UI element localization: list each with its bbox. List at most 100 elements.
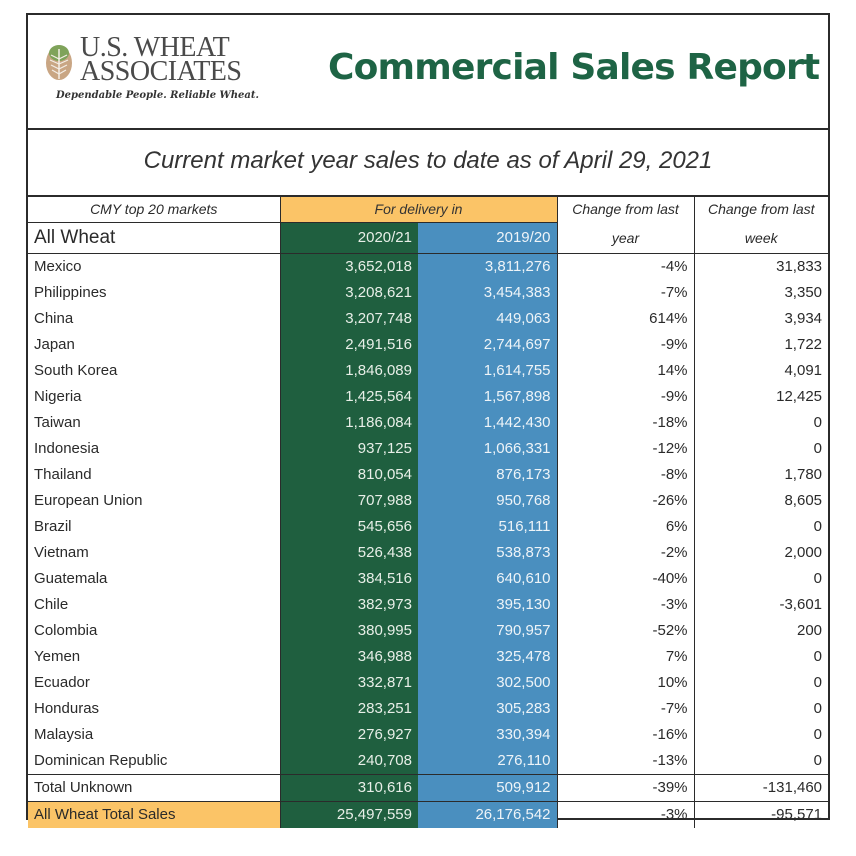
current-year-value: 380,995 — [279, 618, 418, 644]
year-current-header: 2020/21 — [279, 222, 418, 254]
change-week-value: 0 — [693, 436, 829, 462]
market-name: Guatemala — [34, 570, 108, 587]
current-year-value: 346,988 — [279, 644, 418, 670]
change-week-value: 0 — [693, 696, 829, 722]
us-wheat-logo: U.S. WHEAT ASSOCIATES Dependable People.… — [42, 34, 282, 115]
prior-year-value: 276,110 — [418, 748, 558, 775]
current-year-value: 1,846,089 — [279, 358, 418, 384]
change-week-value: 31,833 — [693, 253, 829, 280]
change-week-value: 0 — [693, 748, 829, 775]
change-week-header-line2: week — [693, 222, 829, 254]
market-name: South Korea — [34, 362, 118, 379]
table-row: Nigeria 1,425,564 1,567,898 -9% 12,425 — [28, 384, 829, 410]
change-year-value: -40% — [556, 566, 695, 592]
prior-year-value: 876,173 — [418, 462, 558, 488]
change-year-value: -39% — [556, 774, 695, 802]
table-row: Honduras 283,251 305,283 -7% 0 — [28, 696, 829, 722]
change-year-value: -52% — [556, 618, 695, 644]
change-week-value: 1,722 — [693, 332, 829, 358]
market-name: Total Unknown — [28, 774, 280, 802]
change-year-value: -12% — [556, 436, 695, 462]
change-year-value: -3% — [556, 592, 695, 618]
total-unknown-row: Total Unknown 310,616 509,912 -39% -131,… — [28, 774, 829, 802]
table-row: Guatemala 384,516 640,610 -40% 0 — [28, 566, 829, 592]
change-year-value: -9% — [556, 332, 695, 358]
current-year-value: 3,652,018 — [279, 253, 418, 280]
current-year-value: 283,251 — [279, 696, 418, 722]
change-week-value: -95,571 — [693, 801, 829, 828]
market-name: Honduras — [34, 700, 100, 717]
market-name: Mexico — [34, 258, 82, 275]
prior-year-value: 509,912 — [418, 774, 558, 802]
change-year-value: 10% — [556, 670, 695, 696]
prior-year-value: 3,454,383 — [418, 280, 558, 306]
prior-year-value: 790,957 — [418, 618, 558, 644]
change-year-header-line1: Change from last — [556, 197, 695, 223]
change-week-value: 0 — [693, 644, 829, 670]
change-year-value: -4% — [556, 253, 695, 280]
current-year-value: 332,871 — [279, 670, 418, 696]
prior-year-value: 1,567,898 — [418, 384, 558, 410]
table-row: Vietnam 526,438 538,873 -2% 2,000 — [28, 540, 829, 566]
current-year-value: 1,186,084 — [279, 410, 418, 436]
prior-year-value: 325,478 — [418, 644, 558, 670]
change-week-value: 4,091 — [693, 358, 829, 384]
market-name: Chile — [34, 596, 69, 613]
table-row: Ecuador 332,871 302,500 10% 0 — [28, 670, 829, 696]
change-week-value: 200 — [693, 618, 829, 644]
change-week-header-line1: Change from last — [693, 197, 829, 223]
table-row: Colombia 380,995 790,957 -52% 200 — [28, 618, 829, 644]
market-name: Dominican Republic — [34, 752, 168, 769]
prior-year-value: 1,614,755 — [418, 358, 558, 384]
prior-year-value: 302,500 — [418, 670, 558, 696]
change-year-value: -2% — [556, 540, 695, 566]
change-week-value: 0 — [693, 722, 829, 748]
total-sales-row: All Wheat Total Sales 25,497,559 26,176,… — [28, 801, 829, 828]
current-year-value: 3,208,621 — [279, 280, 418, 306]
report-header: U.S. WHEAT ASSOCIATES Dependable People.… — [28, 15, 828, 130]
change-year-value: -8% — [556, 462, 695, 488]
table-row: Japan 2,491,516 2,744,697 -9% 1,722 — [28, 332, 829, 358]
prior-year-value: 330,394 — [418, 722, 558, 748]
market-name: China — [34, 310, 74, 327]
current-year-value: 526,438 — [279, 540, 418, 566]
table-row: Malaysia 276,927 330,394 -16% 0 — [28, 722, 829, 748]
table-row: Indonesia 937,125 1,066,331 -12% 0 — [28, 436, 829, 462]
table-row: Brazil 545,656 516,111 6% 0 — [28, 514, 829, 540]
sales-table: CMY top 20 markets For delivery in Chang… — [28, 197, 829, 828]
change-week-value: 8,605 — [693, 488, 829, 514]
commodity-header: All Wheat — [28, 222, 280, 254]
market-name: Indonesia — [34, 440, 100, 457]
prior-year-value: 516,111 — [418, 514, 558, 540]
market-name: Japan — [34, 336, 75, 353]
change-year-value: -16% — [556, 722, 695, 748]
logo-tagline: Dependable People. Reliable Wheat. — [56, 90, 259, 101]
change-year-value: -3% — [556, 801, 695, 828]
change-year-value: 7% — [556, 644, 695, 670]
table-row: China 3,207,748 449,063 614% 3,934 — [28, 306, 829, 332]
market-name: Brazil — [34, 518, 72, 535]
market-name: European Union — [34, 492, 143, 509]
report-title: Commercial Sales Report — [328, 47, 820, 88]
prior-year-value: 950,768 — [418, 488, 558, 514]
change-week-value: 12,425 — [693, 384, 829, 410]
market-name: Yemen — [34, 648, 81, 665]
change-week-value: 2,000 — [693, 540, 829, 566]
prior-year-value: 640,610 — [418, 566, 558, 592]
change-year-value: -13% — [556, 748, 695, 775]
prior-year-value: 2,744,697 — [418, 332, 558, 358]
report-frame: U.S. WHEAT ASSOCIATES Dependable People.… — [26, 13, 830, 828]
current-year-value: 1,425,564 — [279, 384, 418, 410]
change-year-value: -18% — [556, 410, 695, 436]
report-subtitle: Current market year sales to date as of … — [28, 130, 828, 197]
change-week-value: 0 — [693, 514, 829, 540]
current-year-value: 810,054 — [279, 462, 418, 488]
prior-year-value: 3,811,276 — [418, 253, 558, 280]
year-prior-header: 2019/20 — [418, 222, 558, 254]
change-year-value: 6% — [556, 514, 695, 540]
markets-header: CMY top 20 markets — [28, 197, 280, 223]
header-row-2: All Wheat 2020/21 2019/20 year week — [28, 222, 829, 254]
market-name: All Wheat Total Sales — [28, 801, 280, 828]
change-week-value: 0 — [693, 566, 829, 592]
prior-year-value: 1,442,430 — [418, 410, 558, 436]
